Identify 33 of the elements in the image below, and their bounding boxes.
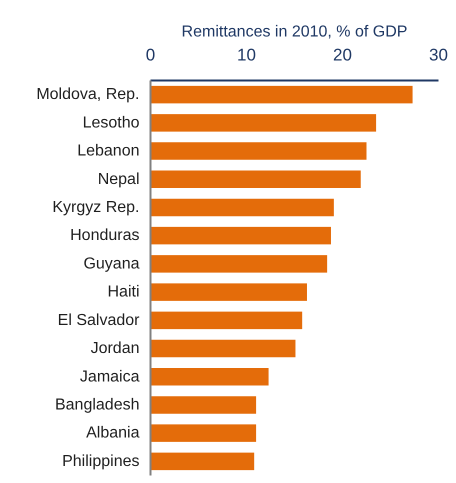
- y-tick-label: Lebanon: [77, 142, 140, 160]
- y-tick-label: Bangladesh: [54, 396, 140, 414]
- x-tick-label: 20: [333, 46, 352, 64]
- y-tick-label: Jordan: [90, 340, 140, 358]
- y-tick-label: Moldova, Rep.: [36, 86, 140, 104]
- bar: [150, 396, 256, 414]
- bar: [150, 312, 302, 330]
- bar: [150, 424, 256, 442]
- y-tick-label: Lesotho: [82, 114, 140, 132]
- y-tick-label: Kyrgyz Rep.: [52, 198, 140, 216]
- bar: [150, 198, 334, 216]
- bar: [150, 368, 269, 386]
- y-tick-label: Jamaica: [80, 368, 140, 386]
- bar: [150, 255, 328, 273]
- bar: [150, 283, 307, 301]
- bar: [150, 340, 296, 358]
- bar: [150, 452, 254, 470]
- bar: [150, 86, 413, 104]
- x-tick-label: 30: [429, 46, 448, 64]
- y-tick-label: Albania: [86, 424, 140, 442]
- bar: [150, 114, 376, 132]
- x-tick-label: 10: [237, 46, 256, 64]
- x-tick-label: 0: [146, 46, 156, 64]
- bar: [150, 226, 331, 244]
- bar: [150, 170, 361, 188]
- y-tick-label: Philippines: [62, 452, 140, 470]
- x-axis-title: Remittances in 2010, % of GDP: [182, 24, 408, 40]
- bar: [150, 142, 366, 160]
- y-tick-label: Guyana: [83, 255, 140, 272]
- y-tick-label: Nepal: [98, 170, 140, 188]
- y-tick-label: Honduras: [70, 227, 140, 244]
- y-tick-label: El Salvador: [58, 312, 140, 329]
- y-tick-label: Haiti: [107, 284, 140, 301]
